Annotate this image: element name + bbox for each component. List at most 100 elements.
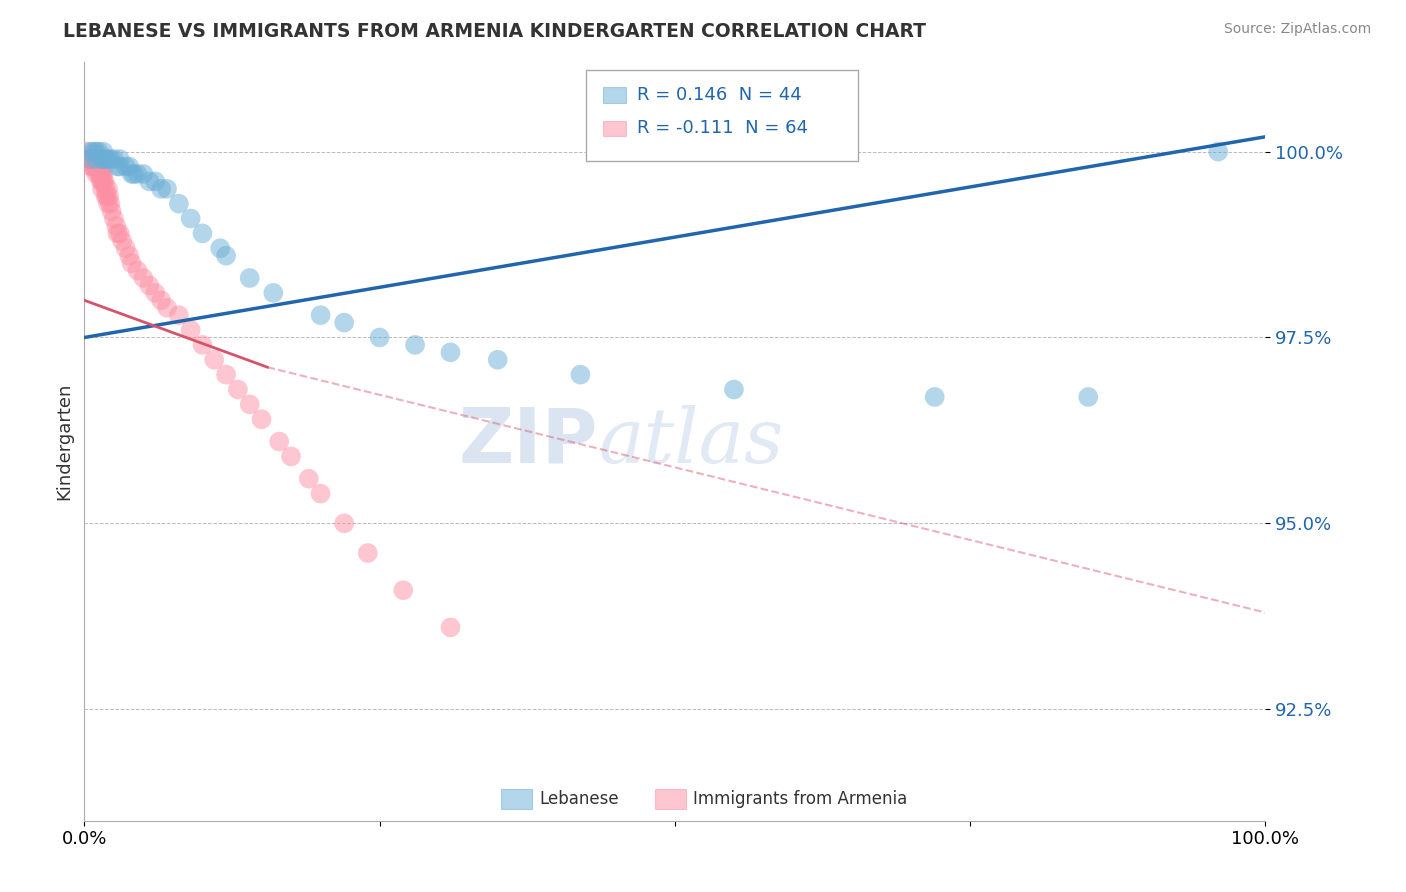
FancyBboxPatch shape [502,789,531,808]
Point [98,189,121,203]
Point [143,174,166,188]
Point [83,145,105,159]
Point [103,152,125,166]
FancyBboxPatch shape [603,87,627,103]
Point [91,152,114,166]
Point [79,152,101,166]
Point [180,211,202,226]
Point [280,450,302,464]
Point [1077,390,1099,404]
Point [127,263,149,277]
Point [82,160,104,174]
Point [111,234,134,248]
Point [91,145,114,159]
Point [209,241,232,255]
Point [89,167,111,181]
Point [239,397,262,411]
Point [121,256,143,270]
Point [103,211,125,226]
Point [93,174,115,188]
Point [114,160,136,174]
Point [97,182,120,196]
Point [84,145,107,159]
Point [215,368,238,382]
Point [79,145,101,159]
Point [108,227,131,241]
Point [94,152,117,166]
Point [80,152,103,166]
Point [84,167,107,181]
Point [84,160,107,174]
Point [87,160,110,174]
Point [90,167,112,181]
Point [202,352,225,367]
Point [91,152,114,166]
Text: Immigrants from Armenia: Immigrants from Armenia [693,789,907,807]
Text: R = 0.146  N = 44: R = 0.146 N = 44 [637,86,801,104]
Point [143,285,166,300]
Point [132,167,155,181]
Point [357,546,380,560]
FancyBboxPatch shape [603,120,627,136]
Point [309,486,332,500]
Point [82,152,104,166]
Point [91,167,114,181]
Point [107,227,129,241]
Text: LEBANESE VS IMMIGRANTS FROM ARMENIA KINDERGARTEN CORRELATION CHART: LEBANESE VS IMMIGRANTS FROM ARMENIA KIND… [63,22,927,41]
Text: Lebanese: Lebanese [538,789,619,807]
Point [118,160,141,174]
Point [91,182,114,196]
Point [167,308,190,322]
Point [84,152,107,166]
Point [89,160,111,174]
Point [96,189,118,203]
Point [333,316,356,330]
Point [108,152,131,166]
Point [114,241,136,255]
Text: Source: ZipAtlas.com: Source: ZipAtlas.com [1223,22,1371,37]
Point [486,352,509,367]
Point [309,308,332,322]
Point [94,182,117,196]
Point [215,249,238,263]
Point [439,345,461,359]
Text: R = -0.111  N = 64: R = -0.111 N = 64 [637,120,808,137]
Point [180,323,202,337]
Point [226,383,249,397]
Point [924,390,946,404]
Point [77,152,100,166]
Point [262,285,284,300]
Point [97,152,120,166]
FancyBboxPatch shape [586,70,858,161]
Point [156,182,179,196]
Point [98,196,121,211]
Point [127,167,149,181]
Text: atlas: atlas [598,405,783,478]
Point [91,174,114,188]
Point [569,368,592,382]
Point [83,160,105,174]
Point [138,278,160,293]
Point [121,167,143,181]
Point [191,338,214,352]
Point [298,472,321,486]
Point [118,249,141,263]
Point [91,167,114,181]
Point [723,383,745,397]
Point [167,196,190,211]
Point [107,160,129,174]
Point [84,152,107,166]
Y-axis label: Kindergarten: Kindergarten [55,383,73,500]
Point [87,145,110,159]
Point [269,434,291,449]
Point [122,167,145,181]
Point [79,152,101,166]
Point [368,330,391,344]
Point [404,338,426,352]
Point [86,160,108,174]
Point [98,152,121,166]
Point [97,196,120,211]
Text: ZIP: ZIP [458,405,598,478]
Point [90,174,112,188]
FancyBboxPatch shape [655,789,686,808]
